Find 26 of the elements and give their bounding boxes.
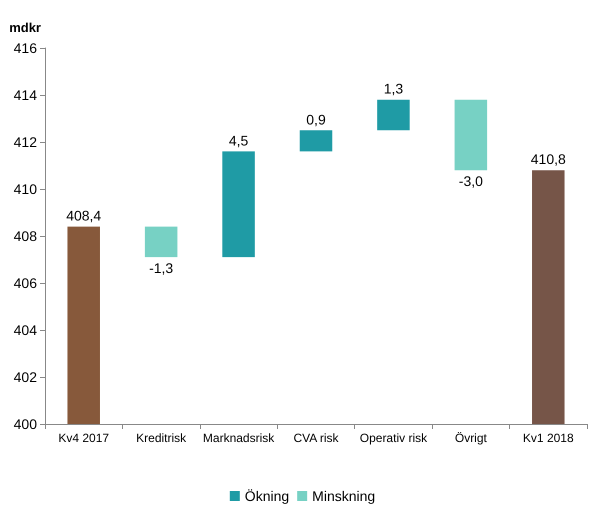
- x-tick-label: Kv4 2017: [58, 431, 110, 445]
- legend-label: Minskning: [312, 488, 376, 504]
- data-label: -1,3: [149, 260, 174, 276]
- y-tick-label: 406: [14, 275, 38, 291]
- y-tick-label: 408: [14, 228, 38, 244]
- data-label: -3,0: [458, 173, 484, 190]
- data-label: 0,9: [306, 111, 326, 128]
- y-tick-label: 410: [14, 181, 38, 197]
- y-tick-label: 402: [14, 369, 38, 385]
- x-tick-label: CVA risk: [293, 431, 340, 445]
- y-tick-label: 416: [14, 40, 38, 56]
- y-tick-label: 404: [14, 322, 38, 338]
- data-label: 4,5: [228, 132, 249, 148]
- x-tick-label: Övrigt: [454, 431, 488, 445]
- y-tick-label: 412: [14, 134, 38, 150]
- y-axis-title: mdkr: [9, 20, 41, 35]
- y-tick-label: 400: [14, 416, 38, 432]
- legend-label: Ökning: [244, 488, 290, 504]
- x-tick-label: Marknadsrisk: [202, 431, 276, 445]
- x-tick-label: Operativ risk: [360, 431, 428, 445]
- y-tick-label: 414: [14, 87, 38, 103]
- data-label: 408,4: [66, 208, 102, 224]
- data-label: 410,8: [530, 151, 566, 168]
- x-tick-label: Kv1 2018: [522, 431, 574, 445]
- x-tick-label: Kreditrisk: [136, 431, 188, 445]
- data-label: 1,3: [384, 80, 404, 97]
